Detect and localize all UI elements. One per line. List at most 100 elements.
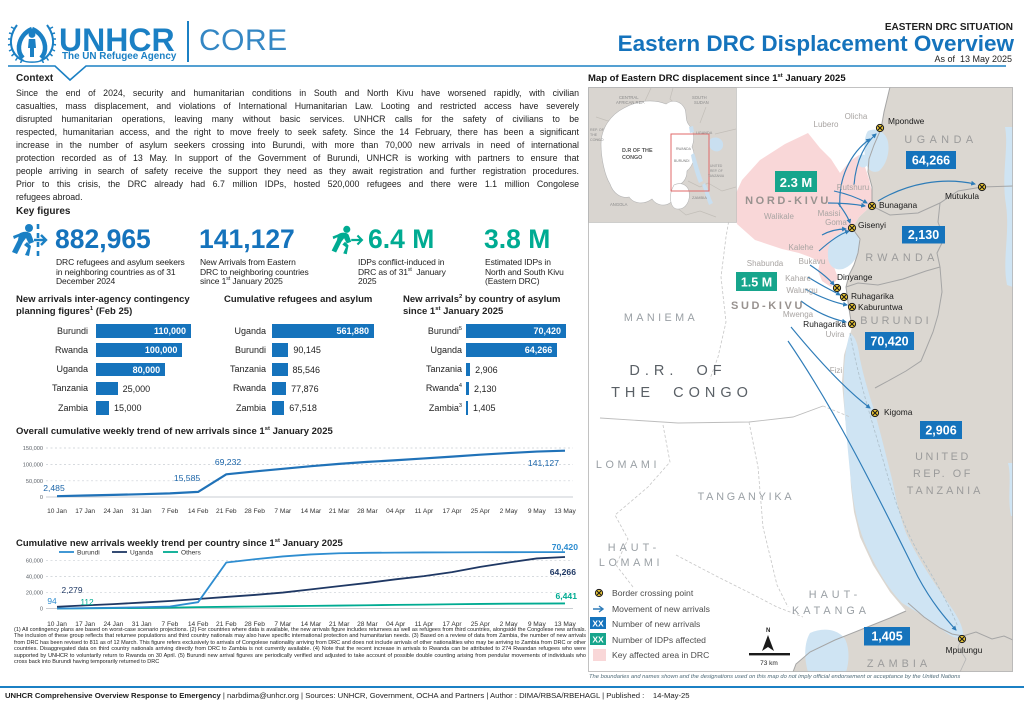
- svg-text:THE: THE: [590, 133, 598, 137]
- svg-text:69,232: 69,232: [215, 457, 242, 467]
- svg-text:112: 112: [80, 597, 94, 607]
- svg-text:Mpondwe: Mpondwe: [888, 116, 925, 126]
- svg-text:LOMAMI: LOMAMI: [599, 557, 663, 569]
- svg-text:XX: XX: [592, 635, 604, 645]
- svg-text:UNITED: UNITED: [710, 164, 723, 168]
- svg-text:Key affected area in DRC: Key affected area in DRC: [612, 650, 709, 660]
- svg-text:HAUT-: HAUT-: [809, 589, 861, 601]
- svg-text:REP. OF: REP. OF: [590, 128, 605, 132]
- svg-text:TANGANYIKA: TANGANYIKA: [698, 491, 795, 503]
- svg-text:70,420: 70,420: [870, 334, 908, 348]
- svg-text:20,000: 20,000: [26, 591, 43, 597]
- svg-text:Rutshuru: Rutshuru: [837, 183, 869, 192]
- svg-text:TANZANIA: TANZANIA: [907, 485, 984, 497]
- svg-text:2,485: 2,485: [43, 483, 65, 493]
- svg-text:SOUTH: SOUTH: [692, 95, 707, 100]
- svg-text:Goma: Goma: [825, 218, 847, 227]
- svg-text:XX: XX: [592, 619, 604, 629]
- svg-text:10 Jan: 10 Jan: [47, 621, 67, 628]
- svg-text:04 Apr: 04 Apr: [386, 621, 406, 628]
- svg-text:THE CONGO: THE CONGO: [611, 385, 753, 401]
- svg-text:Border crossing point: Border crossing point: [612, 588, 694, 598]
- svg-text:64,266: 64,266: [912, 153, 950, 167]
- svg-text:31 Jan: 31 Jan: [132, 508, 152, 515]
- svg-text:Lubero: Lubero: [814, 120, 839, 129]
- svg-text:BURUNDI: BURUNDI: [860, 315, 932, 327]
- svg-text:14 Feb: 14 Feb: [188, 621, 209, 628]
- svg-text:D.R. OF: D.R. OF: [629, 363, 726, 379]
- svg-text:25 Apr: 25 Apr: [471, 508, 491, 515]
- svg-text:Ruhagarika: Ruhagarika: [851, 291, 894, 301]
- svg-text:Number of IDPs affected: Number of IDPs affected: [612, 635, 706, 645]
- svg-text:21 Feb: 21 Feb: [216, 621, 237, 628]
- svg-text:ZAMBIA: ZAMBIA: [692, 195, 707, 200]
- svg-text:UGANDA: UGANDA: [904, 134, 977, 146]
- svg-text:Bukavu: Bukavu: [799, 257, 826, 266]
- svg-text:2,279: 2,279: [62, 585, 83, 595]
- svg-text:100,000: 100,000: [23, 462, 43, 468]
- svg-text:21 Mar: 21 Mar: [329, 508, 350, 515]
- svg-text:CENTRAL: CENTRAL: [619, 95, 639, 100]
- svg-text:Shabunda: Shabunda: [747, 259, 784, 268]
- svg-text:UNITED: UNITED: [915, 451, 971, 463]
- svg-text:2 May: 2 May: [500, 621, 519, 628]
- svg-text:Kahare: Kahare: [785, 274, 811, 283]
- svg-text:73 km: 73 km: [760, 660, 778, 667]
- svg-text:60,000: 60,000: [26, 558, 43, 564]
- svg-text:Ruhagarika: Ruhagarika: [803, 319, 846, 329]
- svg-text:SUD-KIVU: SUD-KIVU: [731, 300, 805, 312]
- svg-text:UGANDA: UGANDA: [696, 131, 713, 135]
- svg-text:RWANDA: RWANDA: [676, 147, 692, 151]
- svg-text:7 Mar: 7 Mar: [274, 508, 292, 515]
- svg-text:AFRICAN REP.: AFRICAN REP.: [616, 100, 645, 105]
- svg-text:7 Feb: 7 Feb: [161, 508, 178, 515]
- svg-text:28 Feb: 28 Feb: [244, 508, 265, 515]
- svg-text:1,405: 1,405: [871, 630, 902, 644]
- svg-text:150,000: 150,000: [23, 446, 43, 452]
- svg-text:17 Apr: 17 Apr: [443, 508, 463, 515]
- svg-text:2,130: 2,130: [908, 228, 939, 242]
- svg-text:14 Feb: 14 Feb: [188, 508, 209, 515]
- svg-text:2 May: 2 May: [500, 508, 519, 515]
- svg-text:Others: Others: [181, 550, 201, 557]
- svg-text:13 May: 13 May: [554, 508, 576, 515]
- svg-text:15,585: 15,585: [174, 473, 201, 483]
- svg-text:ZAMBIA: ZAMBIA: [867, 658, 931, 670]
- svg-text:70,420: 70,420: [552, 542, 579, 552]
- svg-text:TANZANIA: TANZANIA: [708, 174, 725, 178]
- svg-text:21 Feb: 21 Feb: [216, 508, 237, 515]
- svg-text:40,000: 40,000: [26, 575, 43, 581]
- svg-text:Walikale: Walikale: [764, 212, 794, 221]
- svg-text:31 Jan: 31 Jan: [132, 621, 152, 628]
- svg-text:50,000: 50,000: [26, 479, 43, 485]
- svg-text:04 Apr: 04 Apr: [386, 508, 406, 515]
- svg-text:25 Apr: 25 Apr: [471, 621, 491, 628]
- svg-text:24 Jan: 24 Jan: [103, 621, 123, 628]
- svg-text:D.R OF THE: D.R OF THE: [622, 148, 653, 154]
- svg-text:21 Mar: 21 Mar: [329, 621, 350, 628]
- svg-text:94: 94: [47, 596, 57, 606]
- svg-text:2,906: 2,906: [925, 423, 956, 437]
- svg-text:SUDAN: SUDAN: [694, 100, 709, 105]
- svg-text:Uganda: Uganda: [130, 550, 153, 557]
- svg-text:Number of new arrivals: Number of new arrivals: [612, 619, 700, 629]
- svg-text:9 May: 9 May: [528, 621, 547, 628]
- svg-text:17 Jan: 17 Jan: [75, 508, 95, 515]
- svg-text:0: 0: [40, 607, 43, 613]
- svg-text:Masisi: Masisi: [818, 209, 841, 218]
- svg-text:141,127: 141,127: [528, 458, 559, 468]
- svg-text:1.5 M: 1.5 M: [741, 275, 772, 289]
- svg-text:Dinyange: Dinyange: [837, 272, 873, 282]
- svg-text:ANGOLA: ANGOLA: [610, 202, 628, 207]
- svg-text:Mwenga: Mwenga: [783, 310, 814, 319]
- svg-text:NORD-KIVU: NORD-KIVU: [745, 195, 831, 207]
- svg-text:2.3 M: 2.3 M: [780, 175, 813, 190]
- svg-text:0: 0: [40, 495, 43, 501]
- svg-text:Walungu: Walungu: [786, 286, 817, 295]
- svg-text:28 Mar: 28 Mar: [357, 621, 378, 628]
- svg-text:7 Mar: 7 Mar: [274, 621, 292, 628]
- svg-text:6,441: 6,441: [555, 591, 577, 601]
- svg-text:11 Apr: 11 Apr: [415, 621, 434, 628]
- svg-text:7 Feb: 7 Feb: [161, 621, 178, 628]
- svg-text:Movement of new arrivals: Movement of new arrivals: [612, 604, 710, 614]
